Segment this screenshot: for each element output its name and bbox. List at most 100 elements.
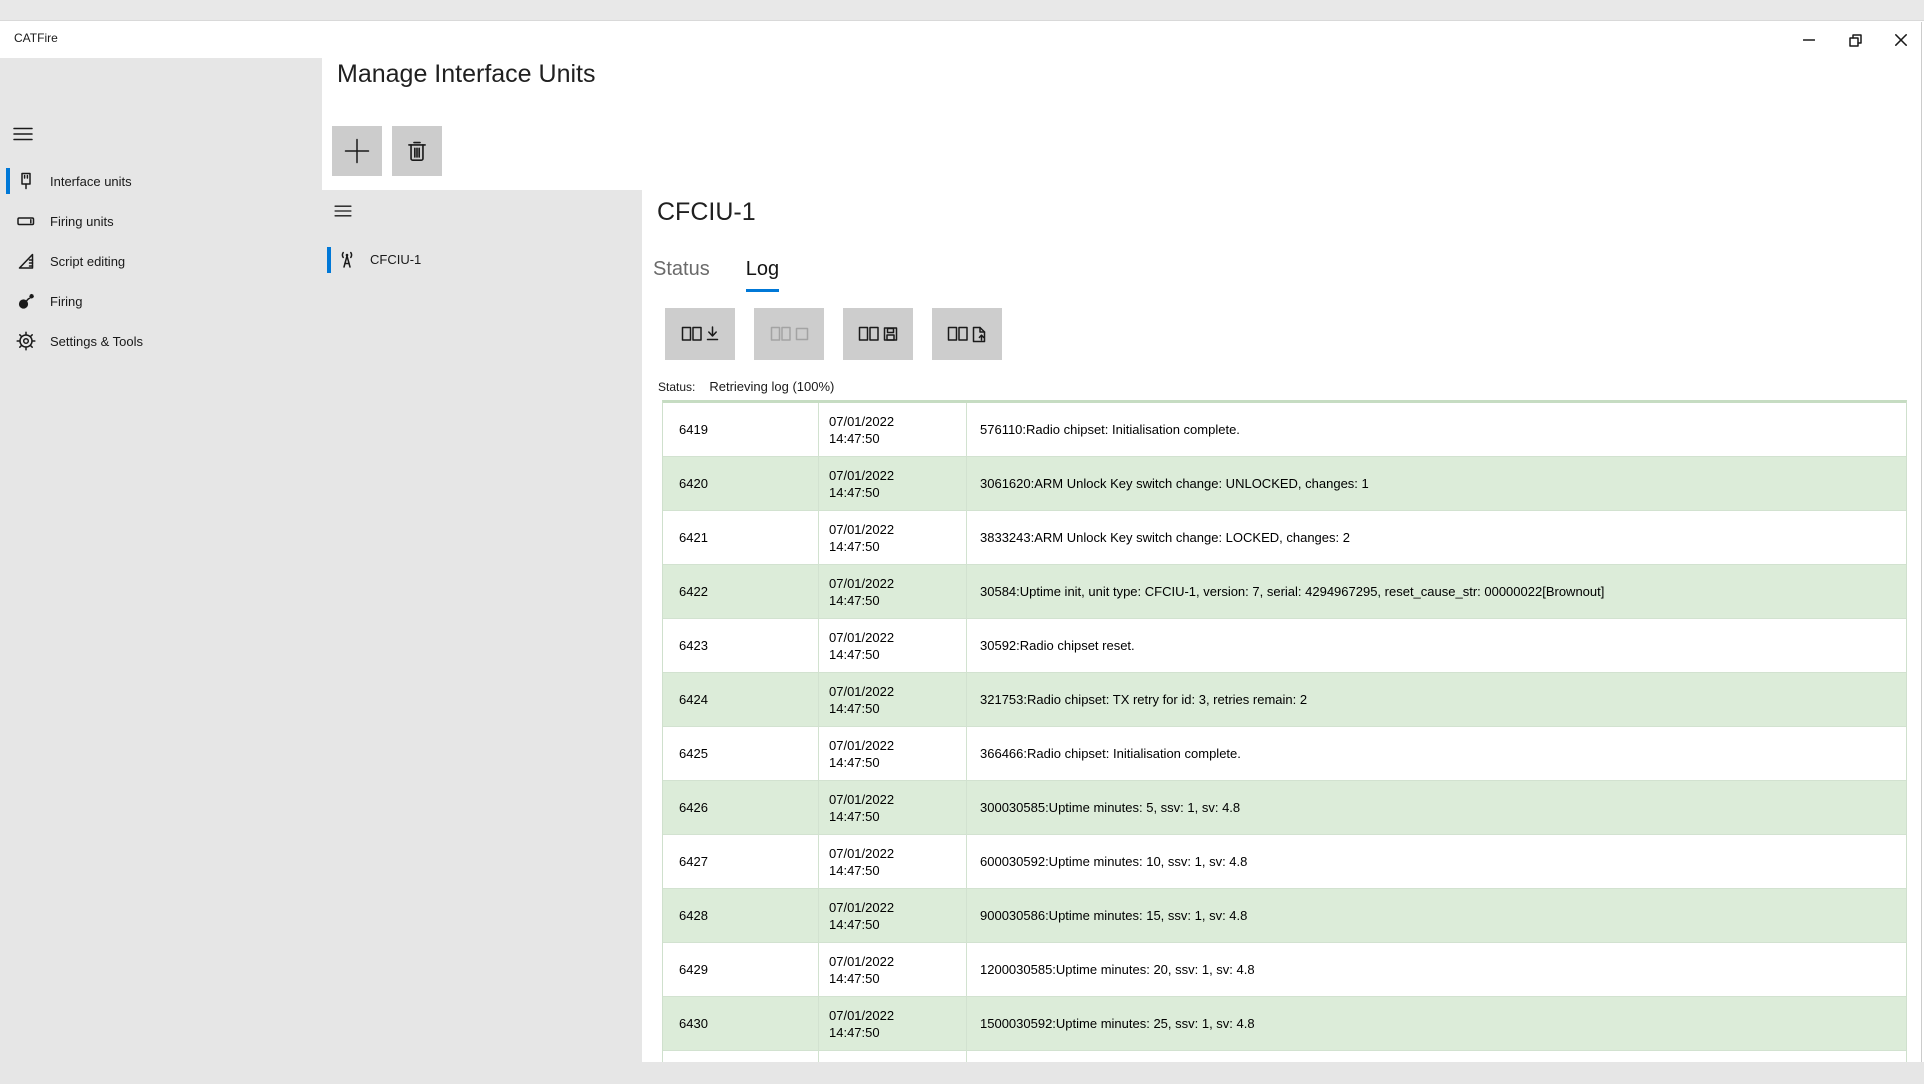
- status-value: Retrieving log (100%): [709, 379, 835, 394]
- sidebar-item-settings-tools[interactable]: Settings & Tools: [0, 321, 322, 361]
- titlebar[interactable]: CATFire: [0, 22, 1924, 58]
- antenna-icon: [336, 249, 358, 271]
- page-title: Manage Interface Units: [337, 60, 596, 88]
- log-row[interactable]: 6426 07/01/2022 14:47:50 300030585:Uptim…: [663, 781, 1906, 835]
- detail-tabs: Status Log: [653, 258, 780, 292]
- log-row[interactable]: 6424 07/01/2022 14:47:50 321753:Radio ch…: [663, 673, 1906, 727]
- sidebar-item-interface-units[interactable]: Interface units: [0, 161, 322, 201]
- log-date: 07/01/2022: [829, 845, 895, 861]
- log-datetime-cell: 07/01/2022 14:47:50: [819, 943, 967, 996]
- log-datetime-cell: 07/01/2022 14:47:50: [819, 403, 967, 456]
- log-id-cell: 6419: [663, 403, 819, 456]
- log-id-cell: 6423: [663, 619, 819, 672]
- log-message-cell: 600030592:Uptime minutes: 10, ssv: 1, sv…: [980, 854, 1248, 869]
- app-title: CATFire: [14, 31, 58, 45]
- log-row[interactable]: 6429 07/01/2022 14:47:50 1200030585:Upti…: [663, 943, 1906, 997]
- log-id-cell: 6422: [663, 565, 819, 618]
- log-message-cell: 30584:Uptime init, unit type: CFCIU-1, v…: [980, 584, 1605, 599]
- log-date: 07/01/2022: [829, 737, 895, 753]
- log-time: 14:47:50: [829, 1024, 880, 1040]
- log-id-cell: 6420: [663, 457, 819, 510]
- sidebar-item-label: Settings & Tools: [50, 333, 143, 349]
- log-id-cell: 6421: [663, 511, 819, 564]
- log-time: 14:47:50: [829, 862, 880, 878]
- bomb-icon: [16, 291, 36, 311]
- log-date: 07/01/2022: [829, 575, 895, 591]
- device-list-menu-button[interactable]: [325, 193, 361, 229]
- book-icon: [770, 326, 791, 341]
- window-right-edge: [1921, 22, 1922, 1062]
- log-date: 07/01/2022: [829, 413, 895, 429]
- log-id-cell: [663, 1051, 819, 1062]
- log-message-cell: 30592:Radio chipset reset.: [980, 638, 1135, 653]
- export-log-button[interactable]: [932, 308, 1002, 360]
- close-button[interactable]: [1878, 22, 1924, 58]
- delete-interface-unit-button[interactable]: [392, 126, 442, 176]
- floppy-disk-icon: [883, 327, 898, 341]
- log-datetime-cell: 07/01/2022 14:47:50: [819, 457, 967, 510]
- log-message-cell: 1500030592:Uptime minutes: 25, ssv: 1, s…: [980, 1016, 1255, 1031]
- save-log-button[interactable]: [843, 308, 913, 360]
- log-id-cell: 6425: [663, 727, 819, 780]
- tab-log[interactable]: Log: [745, 258, 780, 292]
- sidebar-menu-button[interactable]: [5, 116, 41, 152]
- sidebar-item-firing[interactable]: Firing: [0, 281, 322, 321]
- window-top-edge: [0, 0, 1924, 21]
- log-time: 14:47:50: [829, 592, 880, 608]
- down-arrow-icon: [706, 326, 719, 341]
- log-table[interactable]: 6419 07/01/2022 14:47:50 576110:Radio ch…: [662, 400, 1907, 1063]
- sidebar-item-firing-units[interactable]: Firing units: [0, 201, 322, 241]
- log-datetime-cell: 07/01/2022 14:47:50: [819, 781, 967, 834]
- book-icon: [858, 326, 879, 341]
- log-id-cell: 6430: [663, 997, 819, 1050]
- log-row[interactable]: 6421 07/01/2022 14:47:50 3833243:ARM Unl…: [663, 511, 1906, 565]
- add-interface-unit-button[interactable]: [332, 126, 382, 176]
- sidebar-item-label: Firing: [50, 293, 83, 309]
- sidebar: Interface units Firing units: [0, 58, 322, 1084]
- device-list-item-cfciu-1[interactable]: CFCIU-1: [322, 240, 642, 280]
- log-date: 07/01/2022: [829, 521, 895, 537]
- book-icon: [947, 326, 968, 341]
- empty-page-icon: [795, 327, 808, 341]
- sidebar-item-script-editing[interactable]: Script editing: [0, 241, 322, 281]
- page-export-icon: [972, 326, 986, 342]
- sidebar-nav: Interface units Firing units: [0, 161, 322, 361]
- log-row[interactable]: 6430 07/01/2022 14:47:50 1500030592:Upti…: [663, 997, 1906, 1051]
- log-datetime-cell: 07/01/2022 14:47:50: [819, 997, 967, 1050]
- log-date: 07/01/2022: [829, 791, 895, 807]
- log-message-cell: 3833243:ARM Unlock Key switch change: LO…: [980, 530, 1350, 545]
- log-row[interactable]: 6423 07/01/2022 14:47:50 30592:Radio chi…: [663, 619, 1906, 673]
- log-row[interactable]: 6420 07/01/2022 14:47:50 3061620:ARM Unl…: [663, 457, 1906, 511]
- log-time: 14:47:50: [829, 808, 880, 824]
- log-message-cell: 321753:Radio chipset: TX retry for id: 3…: [980, 692, 1308, 707]
- selection-accent-bar: [327, 247, 331, 273]
- selection-accent-bar: [6, 168, 10, 194]
- log-row[interactable]: 07/01/2022: [663, 1051, 1906, 1062]
- log-row[interactable]: 6425 07/01/2022 14:47:50 366466:Radio ch…: [663, 727, 1906, 781]
- log-date: 07/01/2022: [829, 1007, 895, 1023]
- restore-button[interactable]: [1832, 22, 1878, 58]
- firing-module-icon: [16, 211, 36, 231]
- retrieve-log-button[interactable]: [665, 308, 735, 360]
- log-time: 14:47:50: [829, 484, 880, 500]
- plus-icon: [344, 138, 370, 164]
- log-id-cell: 6429: [663, 943, 819, 996]
- hamburger-icon: [334, 205, 352, 217]
- log-message-cell: 576110:Radio chipset: Initialisation com…: [980, 422, 1240, 437]
- tab-status[interactable]: Status: [653, 258, 710, 280]
- log-date: 07/01/2022: [829, 953, 895, 969]
- log-datetime-cell: 07/01/2022 14:47:50: [819, 511, 967, 564]
- book-download-icon: [681, 326, 702, 341]
- log-date: 07/01/2022: [829, 629, 895, 645]
- gear-icon: [16, 331, 36, 351]
- log-id-cell: 6426: [663, 781, 819, 834]
- log-row[interactable]: 6428 07/01/2022 14:47:50 900030586:Uptim…: [663, 889, 1906, 943]
- log-id-cell: 6428: [663, 889, 819, 942]
- log-row[interactable]: 6427 07/01/2022 14:47:50 600030592:Uptim…: [663, 835, 1906, 889]
- minimize-button[interactable]: [1786, 22, 1832, 58]
- close-icon: [1895, 34, 1907, 46]
- log-row[interactable]: 6422 07/01/2022 14:47:50 30584:Uptime in…: [663, 565, 1906, 619]
- log-time: 14:47:50: [829, 700, 880, 716]
- log-row[interactable]: 6419 07/01/2022 14:47:50 576110:Radio ch…: [663, 403, 1906, 457]
- set-square-icon: [16, 251, 36, 271]
